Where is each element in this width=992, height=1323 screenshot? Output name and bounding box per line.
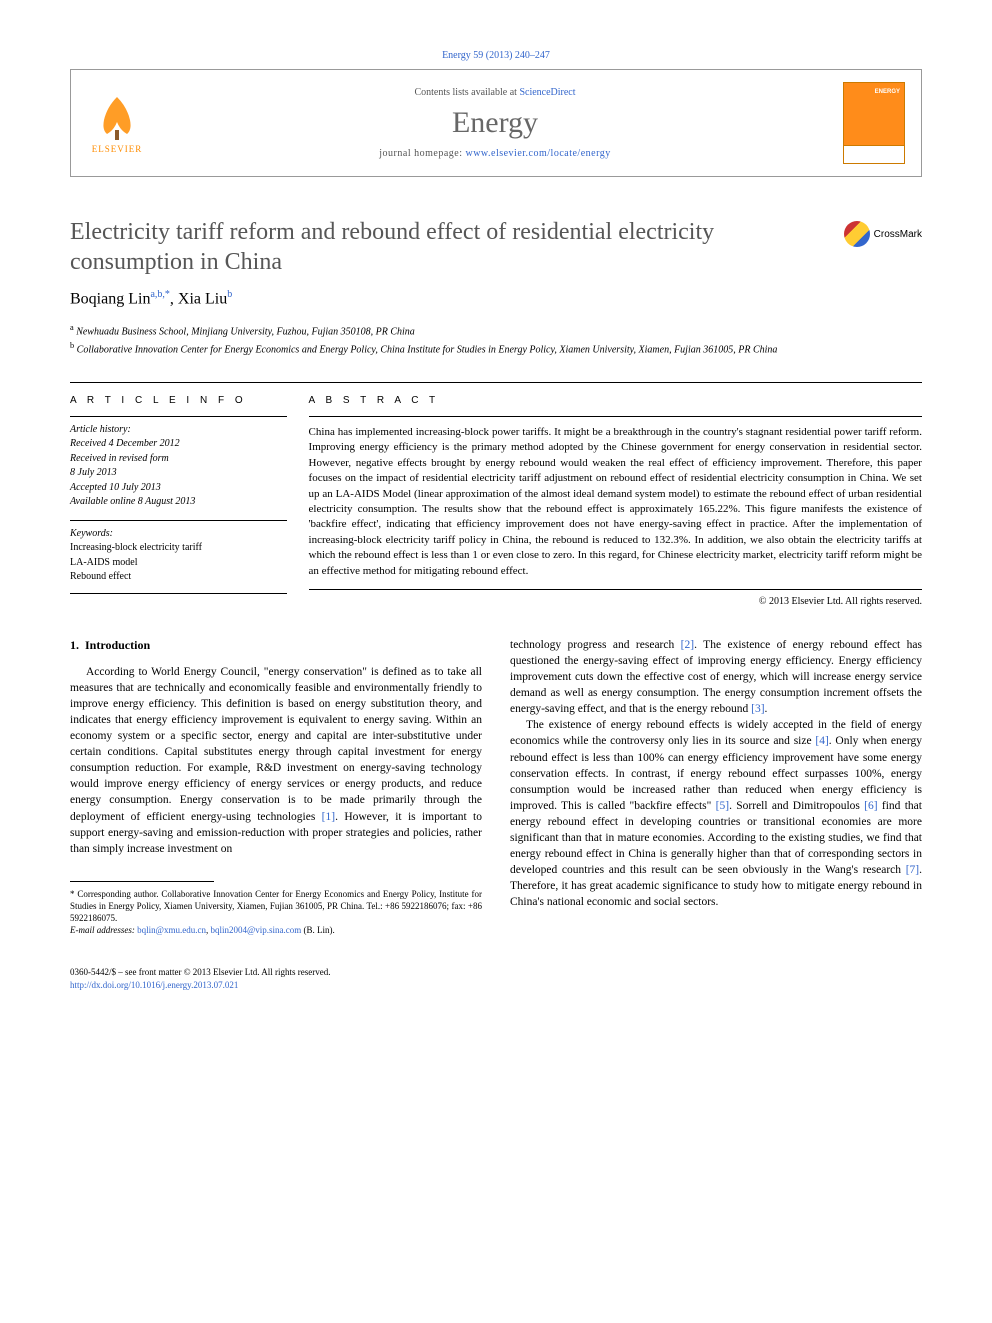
revised-label: Received in revised form <box>70 452 287 467</box>
ref-2[interactable]: [2] <box>681 639 694 651</box>
homepage-label: journal homepage: <box>379 148 462 159</box>
sciencedirect-link[interactable]: ScienceDirect <box>519 87 575 98</box>
bottom-meta: 0360-5442/$ – see front matter © 2013 El… <box>70 966 922 990</box>
front-matter-line: 0360-5442/$ – see front matter © 2013 El… <box>70 966 922 978</box>
contents-line: Contents lists available at ScienceDirec… <box>167 87 823 98</box>
ref-1[interactable]: [1] <box>322 811 335 823</box>
right-column: technology progress and research [2]. Th… <box>510 637 922 936</box>
ref-5[interactable]: [5] <box>716 800 729 812</box>
affiliations: a Newhuadu Business School, Minjiang Uni… <box>70 322 922 358</box>
homepage-line: journal homepage: www.elsevier.com/locat… <box>167 148 823 159</box>
accepted-date: Accepted 10 July 2013 <box>70 481 287 496</box>
affiliation-a: a Newhuadu Business School, Minjiang Uni… <box>70 322 922 340</box>
online-date: Available online 8 August 2013 <box>70 495 287 510</box>
email-1[interactable]: bqlin@xmu.edu.cn <box>137 925 206 935</box>
left-column: 1. Introduction According to World Energ… <box>70 637 482 936</box>
crossmark-badge[interactable]: CrossMark <box>844 221 922 247</box>
authors-line: Boqiang Lina,b,*, Xia Liub <box>70 289 922 308</box>
keywords-block: Keywords: Increasing-block electricity t… <box>70 520 287 594</box>
email-line: E-mail addresses: bqlin@xmu.edu.cn, bqli… <box>70 924 482 936</box>
article-info-heading: A R T I C L E I N F O <box>70 395 287 406</box>
header-center: Contents lists available at ScienceDirec… <box>167 87 823 159</box>
crossmark-label: CrossMark <box>874 229 922 240</box>
title-row: Electricity tariff reform and rebound ef… <box>70 217 922 277</box>
journal-cover-thumbnail[interactable] <box>843 82 905 164</box>
intro-paragraph-1: According to World Energy Council, "ener… <box>70 664 482 857</box>
intro-paragraph-1-cont: technology progress and research [2]. Th… <box>510 637 922 717</box>
abstract-heading: A B S T R A C T <box>309 395 922 406</box>
ref-7[interactable]: [7] <box>906 864 919 876</box>
abstract-copyright: © 2013 Elsevier Ltd. All rights reserved… <box>309 596 922 607</box>
revised-date: 8 July 2013 <box>70 466 287 481</box>
elsevier-tree-icon <box>92 92 142 142</box>
abstract-column: A B S T R A C T China has implemented in… <box>309 383 922 607</box>
page-container: Energy 59 (2013) 240–247 ELSEVIER Conten… <box>0 0 992 1041</box>
article-history: Article history: Received 4 December 201… <box>70 416 287 520</box>
journal-name: Energy <box>167 106 823 140</box>
publisher-logo[interactable]: ELSEVIER <box>87 88 147 158</box>
body-columns: 1. Introduction According to World Energ… <box>70 637 922 936</box>
keyword-3: Rebound effect <box>70 570 287 585</box>
article-title: Electricity tariff reform and rebound ef… <box>70 217 824 277</box>
author-2: Xia Liu <box>178 290 227 307</box>
homepage-link[interactable]: www.elsevier.com/locate/energy <box>465 148 610 159</box>
footnote-separator <box>70 881 214 882</box>
doi-link[interactable]: http://dx.doi.org/10.1016/j.energy.2013.… <box>70 980 238 990</box>
keyword-2: LA-AIDS model <box>70 556 287 571</box>
abstract-text: China has implemented increasing-block p… <box>309 416 922 590</box>
crossmark-icon <box>844 221 870 247</box>
received-date: Received 4 December 2012 <box>70 437 287 452</box>
intro-paragraph-2: The existence of energy rebound effects … <box>510 717 922 910</box>
section-1-heading: 1. Introduction <box>70 637 482 654</box>
ref-4[interactable]: [4] <box>815 735 828 747</box>
email-2[interactable]: bqlin2004@vip.sina.com <box>210 925 301 935</box>
ref-6[interactable]: [6] <box>864 800 877 812</box>
top-citation: Energy 59 (2013) 240–247 <box>70 50 922 61</box>
journal-header: ELSEVIER Contents lists available at Sci… <box>70 69 922 177</box>
corresponding-author-note: * Corresponding author. Collaborative In… <box>70 888 482 924</box>
history-label: Article history: <box>70 423 287 438</box>
author-1: Boqiang Lin <box>70 290 150 307</box>
info-abstract-row: A R T I C L E I N F O Article history: R… <box>70 382 922 607</box>
keywords-label: Keywords: <box>70 527 287 542</box>
contents-label: Contents lists available at <box>414 87 516 98</box>
author-1-sup: a,b,* <box>150 289 169 300</box>
affiliation-b: b Collaborative Innovation Center for En… <box>70 340 922 358</box>
ref-3[interactable]: [3] <box>751 703 764 715</box>
footnotes: * Corresponding author. Collaborative In… <box>70 888 482 937</box>
article-info-column: A R T I C L E I N F O Article history: R… <box>70 383 309 607</box>
author-2-sup: b <box>227 289 232 300</box>
keyword-1: Increasing-block electricity tariff <box>70 541 287 556</box>
publisher-name: ELSEVIER <box>92 144 143 154</box>
